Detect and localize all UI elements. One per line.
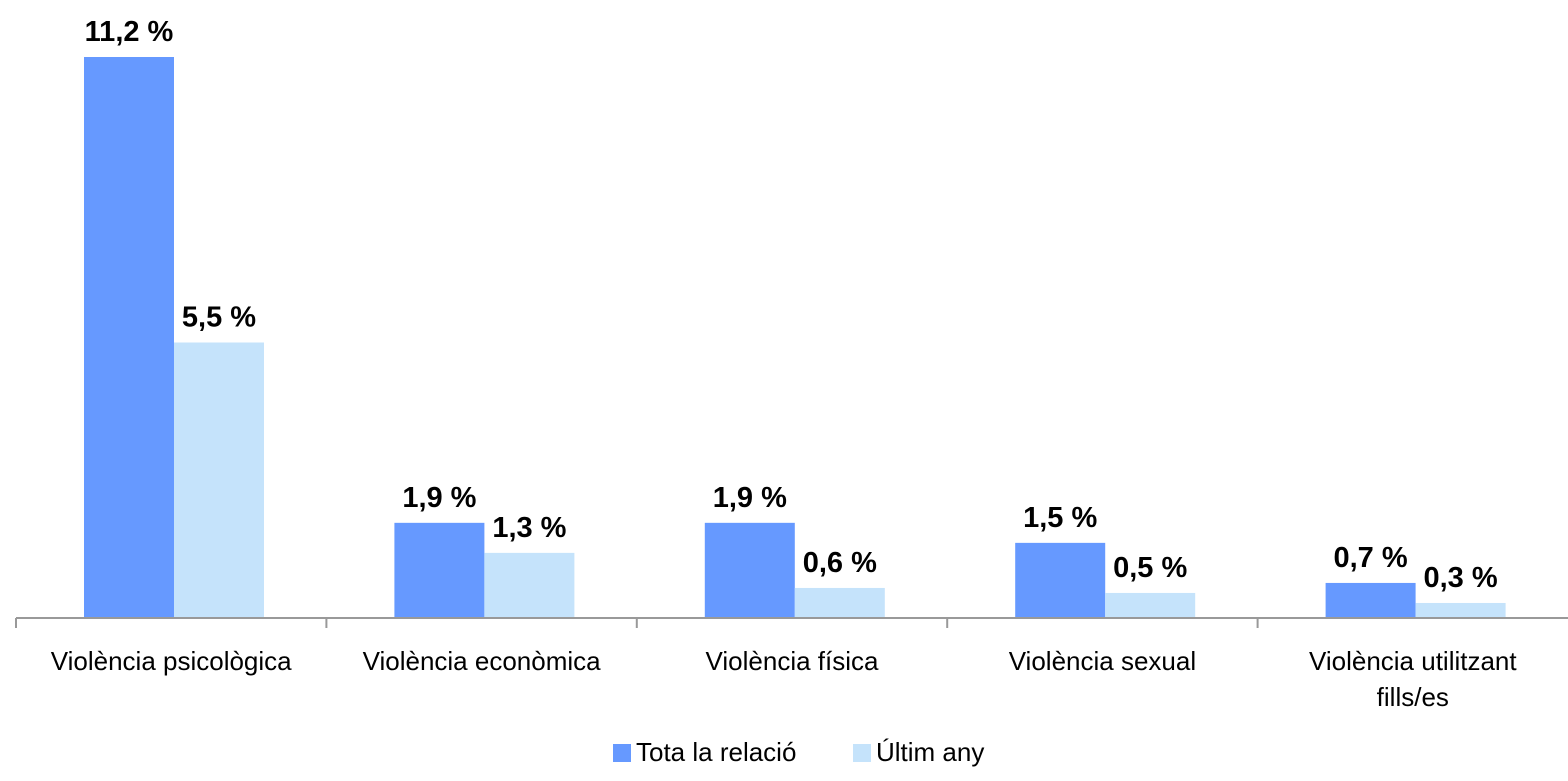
data-label: 0,5 %: [1113, 552, 1187, 584]
data-label: 1,5 %: [1023, 502, 1097, 534]
bar-series2-3: [794, 587, 885, 618]
category-label: Violència sexual: [1009, 646, 1196, 676]
bars-layer: [84, 57, 1506, 618]
data-labels-layer: 11,2 % 5,5 % 1,9 % 1,3 % 1,9 % 0,6 % 1,5 % 0,5 …: [85, 16, 1498, 594]
data-label: 5,5 %: [182, 302, 256, 334]
legend-swatch-1: [613, 744, 631, 762]
data-label: 11,2 %: [85, 16, 174, 48]
bar-series1-1: [84, 57, 174, 618]
category-label: Violència psicològica: [51, 646, 292, 676]
x-axis: [15, 617, 1568, 628]
legend-swatch-2: [853, 744, 871, 762]
data-label: 1,9 %: [713, 482, 787, 514]
legend-label-2: Últim any: [876, 737, 984, 767]
data-label: 0,6 %: [803, 547, 877, 579]
category-label: Violència utilitzant fills/es: [1309, 646, 1517, 712]
category-labels-layer: Violència psicològica Violència econòmica…: [51, 646, 1518, 712]
data-label: 0,3 %: [1424, 562, 1498, 594]
bar-series2-4: [1105, 592, 1196, 618]
category-label: Violència física: [706, 646, 879, 676]
data-label: 0,7 %: [1334, 542, 1408, 574]
data-label: 1,9 %: [402, 482, 476, 514]
bar-series1-3: [704, 522, 795, 618]
bar-series1-5: [1325, 582, 1416, 618]
bar-series1-2: [394, 522, 485, 618]
bar-series2-1: [174, 342, 264, 618]
bar-series1-4: [1015, 542, 1106, 618]
data-label: 1,3 %: [492, 512, 566, 544]
legend-label-1: Tota la relació: [636, 737, 796, 767]
bar-series2-2: [484, 552, 575, 618]
category-label: Violència econòmica: [363, 646, 602, 676]
legend: Tota la relació Últim any: [613, 737, 984, 767]
bar-series2-5: [1415, 602, 1506, 618]
